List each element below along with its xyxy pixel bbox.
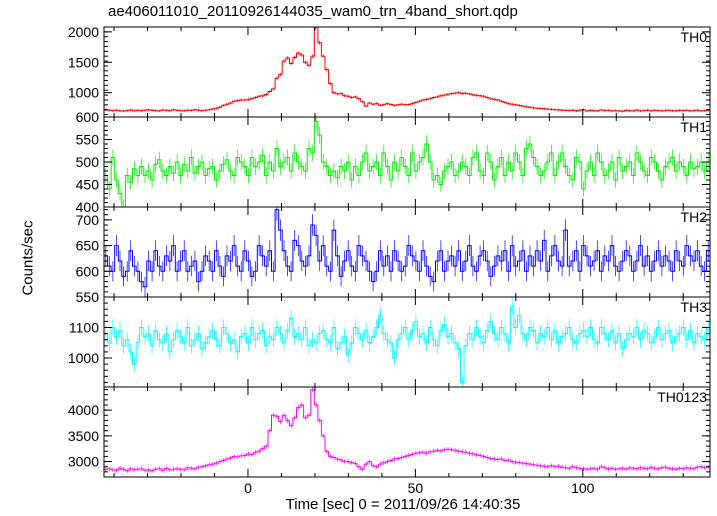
series-line-th3: [104, 305, 710, 383]
x-axis-label: Time [sec] 0 = 2011/09/26 14:40:35: [285, 496, 521, 513]
y-tick-label: 1100: [69, 320, 99, 336]
panel-th2: 550 600 650 700 TH2: [76, 206, 711, 305]
y-tick-label: 550: [76, 289, 100, 305]
y-tick-label: 3500: [68, 428, 99, 444]
x-tick-label: 0: [244, 480, 252, 496]
y-tick-label: 600: [76, 263, 100, 279]
panel-label: TH2: [681, 209, 708, 225]
panel-th1: 400 450 500 550 TH1: [76, 116, 711, 215]
y-tick-label: 450: [76, 177, 100, 193]
panel-label: TH1: [681, 119, 708, 135]
x-tick-label: 50: [408, 480, 424, 496]
y-tick-label: 700: [76, 212, 100, 228]
series-line-th0: [104, 27, 710, 112]
y-tick-label: 600: [76, 109, 100, 125]
chart-title: ae406011010_20110926144035_wam0_trn_4ban…: [108, 3, 518, 20]
panel-th3: 1000 1100 TH3: [68, 296, 711, 388]
series-line-th1: [104, 121, 710, 207]
y-tick-label: 2000: [68, 24, 99, 40]
panel-frame: [103, 386, 711, 478]
panel-label: TH0123: [657, 389, 707, 405]
panel-th0: 600 1000 1500 2000 TH0: [68, 24, 711, 125]
panel-frame: [103, 26, 711, 118]
error-bars-th0123: [105, 387, 709, 473]
panel-label: TH3: [681, 299, 708, 315]
y-tick-label: 1000: [68, 85, 99, 101]
error-bars-th0: [105, 27, 709, 113]
x-tick-label: 100: [571, 480, 595, 496]
y-tick-label: 1500: [68, 54, 99, 70]
y-tick-label: 500: [76, 154, 100, 170]
series-line-th2: [104, 209, 710, 288]
panel-th0123: 3000 3500 4000 TH0123: [68, 386, 711, 478]
y-tick-label: 1000: [68, 350, 99, 366]
y-tick-label: 400: [76, 199, 100, 215]
error-bars-th3: [105, 297, 709, 387]
y-tick-label: 4000: [68, 402, 99, 418]
series-line-th0123: [104, 389, 710, 472]
y-tick-label: 650: [76, 238, 100, 254]
y-tick-label: 550: [76, 132, 100, 148]
panel-label: TH0: [681, 29, 708, 45]
y-tick-label: 3000: [68, 454, 99, 470]
error-bars-th1: [105, 117, 709, 207]
